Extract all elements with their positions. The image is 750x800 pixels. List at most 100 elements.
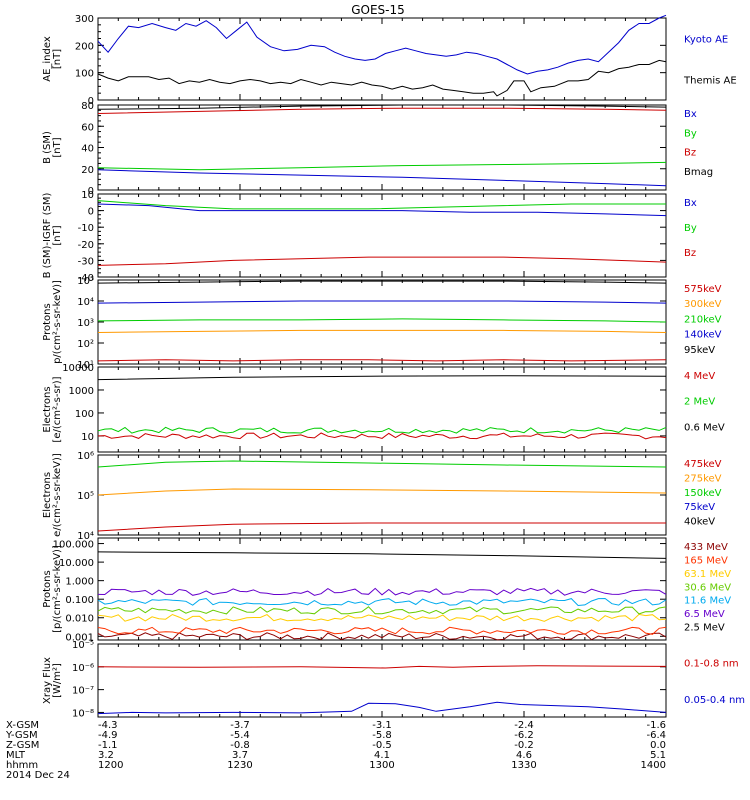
y-axis-label: e/(cm²-s-sr-keV)] bbox=[52, 453, 63, 537]
series-line bbox=[97, 597, 667, 607]
legend-entry: Themis AE bbox=[683, 76, 737, 87]
series-line bbox=[97, 318, 667, 323]
legend-entry: 95keV bbox=[684, 345, 715, 356]
legend-entry: 433 MeV bbox=[684, 542, 728, 553]
legend-entry: Bmag bbox=[684, 167, 713, 178]
series-line bbox=[97, 14, 667, 75]
legend-entry: Bx bbox=[684, 109, 697, 120]
y-tick-label: 40 bbox=[81, 144, 94, 155]
y-tick-label: 10000 bbox=[62, 363, 94, 374]
y-tick-label: -40 bbox=[78, 273, 94, 284]
series-line bbox=[97, 432, 667, 440]
y-axis-label: [nT] bbox=[52, 137, 63, 157]
legend-entry: 2.5 MeV bbox=[684, 623, 725, 634]
y-tick-label: 300 bbox=[75, 14, 94, 25]
ephem-value: 3.2 bbox=[98, 750, 114, 761]
legend-entry: 0.6 MeV bbox=[684, 422, 725, 433]
ephem-row-label: MLT bbox=[6, 750, 26, 761]
ephem-value: -4.9 bbox=[98, 730, 118, 741]
series-line bbox=[97, 359, 667, 362]
ephem-value: -3.7 bbox=[230, 720, 250, 731]
series-line bbox=[97, 701, 667, 715]
y-axis-label: Protons bbox=[42, 303, 53, 340]
y-tick-label: 10⁶ bbox=[77, 451, 94, 462]
y-tick-label: 10 bbox=[81, 432, 94, 443]
ephem-value: -1.1 bbox=[98, 740, 118, 751]
legend-entry: 475keV bbox=[684, 459, 722, 470]
y-axis-label: p/(cm²-s-sr-keV)] bbox=[52, 280, 63, 364]
legend-entry: 575keV bbox=[684, 284, 722, 295]
y-axis-label: Electrons bbox=[42, 386, 53, 432]
panel-ae: 0 100 200 300 AE_index [nT] Kyoto AE Themis AE bbox=[42, 14, 737, 107]
y-axis-label: [W/m²] bbox=[52, 663, 63, 698]
legend-entry: 0.1-0.8 nm bbox=[684, 658, 739, 669]
y-axis-label: Xray Flux bbox=[42, 657, 53, 704]
y-tick-label: 0.100 bbox=[65, 595, 94, 606]
legend-entry: 30.6 MeV bbox=[684, 582, 731, 593]
y-tick-label: 10⁻⁵ bbox=[72, 640, 94, 651]
y-tick-label: 80 bbox=[81, 101, 94, 112]
ephem-value: -0.5 bbox=[372, 740, 392, 751]
panel-xray: 10⁻⁸ 10⁻⁷ 10⁻⁶ 10⁻⁵ Xray Flux [W/m²] 0.1-0.8 n… bbox=[42, 640, 745, 719]
ephem-value: 1330 bbox=[511, 760, 536, 771]
legend-entry: 300keV bbox=[684, 299, 722, 310]
series-line bbox=[97, 169, 667, 187]
series-line bbox=[97, 587, 667, 596]
ephem-value: -5.4 bbox=[230, 730, 250, 741]
ephem-value: 1300 bbox=[369, 760, 394, 771]
y-tick-label: -10 bbox=[78, 223, 94, 234]
y-axis-label: [p/(cm²-s-sr-keV)] bbox=[52, 545, 63, 633]
y-axis-label: [e/(cm²-s-sr)] bbox=[52, 376, 63, 442]
legend-entry: 2 MeV bbox=[684, 397, 715, 408]
y-axis-label: [nT] bbox=[52, 49, 63, 69]
series-line bbox=[97, 300, 667, 304]
y-tick-label: -30 bbox=[78, 256, 94, 267]
panel-electrons_kev: 10⁴ 10⁵ 10⁶ Electrons e/(cm²-s-sr-keV)] 475ke… bbox=[42, 451, 722, 542]
panel-frame bbox=[97, 279, 667, 365]
ephem-value: -6.2 bbox=[514, 730, 534, 741]
y-axis-label: [nT] bbox=[52, 225, 63, 245]
y-tick-label: 10⁻⁸ bbox=[72, 708, 94, 719]
series-line bbox=[97, 256, 667, 266]
y-tick-label: 10² bbox=[77, 339, 94, 350]
series-line bbox=[97, 426, 667, 434]
legend-entry: 275keV bbox=[684, 473, 722, 484]
legend-entry: 210keV bbox=[684, 314, 722, 325]
ephem-row-label: Y-GSM bbox=[5, 730, 38, 741]
y-tick-label: 10⁴ bbox=[77, 297, 94, 308]
ephem-row-label: hhmm bbox=[6, 760, 38, 771]
ephem-value: -0.2 bbox=[514, 740, 534, 751]
y-tick-label: 0.010 bbox=[65, 614, 94, 625]
ephem-value: -0.8 bbox=[230, 740, 250, 751]
panel-protons_mev: 0.001 0.010 0.100 1.000 10.000 100.000 Protons… bbox=[42, 537, 731, 643]
ephem-value: -4.3 bbox=[98, 720, 118, 731]
y-tick-label: 10³ bbox=[77, 318, 94, 329]
y-tick-label: 10.000 bbox=[59, 558, 94, 569]
ephem-row-label: X-GSM bbox=[6, 720, 39, 731]
series-line bbox=[97, 161, 667, 171]
ephem-value: 0.0 bbox=[650, 740, 666, 751]
y-tick-label: 100 bbox=[75, 409, 94, 420]
ephem-value: 1400 bbox=[641, 760, 666, 771]
legend-entry: 140keV bbox=[684, 330, 722, 341]
figure-title: GOES-15 bbox=[351, 3, 405, 17]
ephem-value: 3.7 bbox=[232, 750, 248, 761]
legend-entry: 165 MeV bbox=[684, 555, 728, 566]
ephem-value: -5.8 bbox=[372, 730, 392, 741]
series-line bbox=[97, 104, 667, 110]
legend-entry: 0.05-0.4 nm bbox=[684, 695, 745, 706]
ephem-value: 4.6 bbox=[516, 750, 532, 761]
legend-entry: 6.5 MeV bbox=[684, 609, 725, 620]
panel-bigrf: 10 0 -10 -20 -30 -40 B (SM)-IGRF (SM) [nT] Bx By B… bbox=[42, 190, 697, 284]
ephem-value: 1230 bbox=[227, 760, 252, 771]
ephem-value: 1200 bbox=[98, 760, 123, 771]
y-tick-label: 10⁻⁷ bbox=[72, 686, 94, 697]
y-tick-label: 10⁵ bbox=[77, 491, 94, 502]
series-line bbox=[97, 280, 667, 284]
y-tick-label: 200 bbox=[75, 41, 94, 52]
series-line bbox=[97, 107, 667, 114]
y-tick-label: -20 bbox=[78, 240, 94, 251]
legend-entry: Bz bbox=[684, 148, 696, 159]
ephem-value: 4.1 bbox=[374, 750, 390, 761]
